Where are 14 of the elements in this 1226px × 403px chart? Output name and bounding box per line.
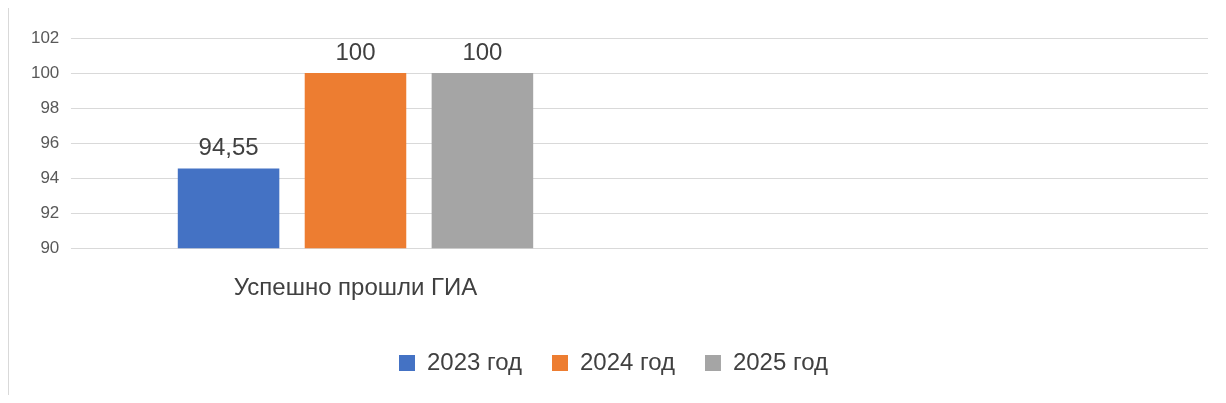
data-label: 100 — [335, 37, 376, 65]
y-tick-label: 98 — [40, 97, 60, 117]
legend-label: 2024 год — [579, 347, 675, 375]
legend-label: 2023 год — [426, 347, 523, 375]
y-tick-label: 100 — [30, 62, 60, 82]
legend-label: 2025 год — [732, 347, 828, 375]
y-tick-label: 102 — [30, 27, 60, 47]
y-tick-label: 94 — [40, 167, 60, 187]
y-tick-label: 96 — [40, 132, 60, 152]
y-tick-label: 90 — [40, 237, 60, 257]
x-tick-label: Успешно прошли ГИА — [233, 273, 478, 301]
data-label: 94,55 — [198, 133, 259, 161]
data-label: 100 — [462, 37, 503, 65]
y-tick-label: 92 — [40, 202, 60, 222]
